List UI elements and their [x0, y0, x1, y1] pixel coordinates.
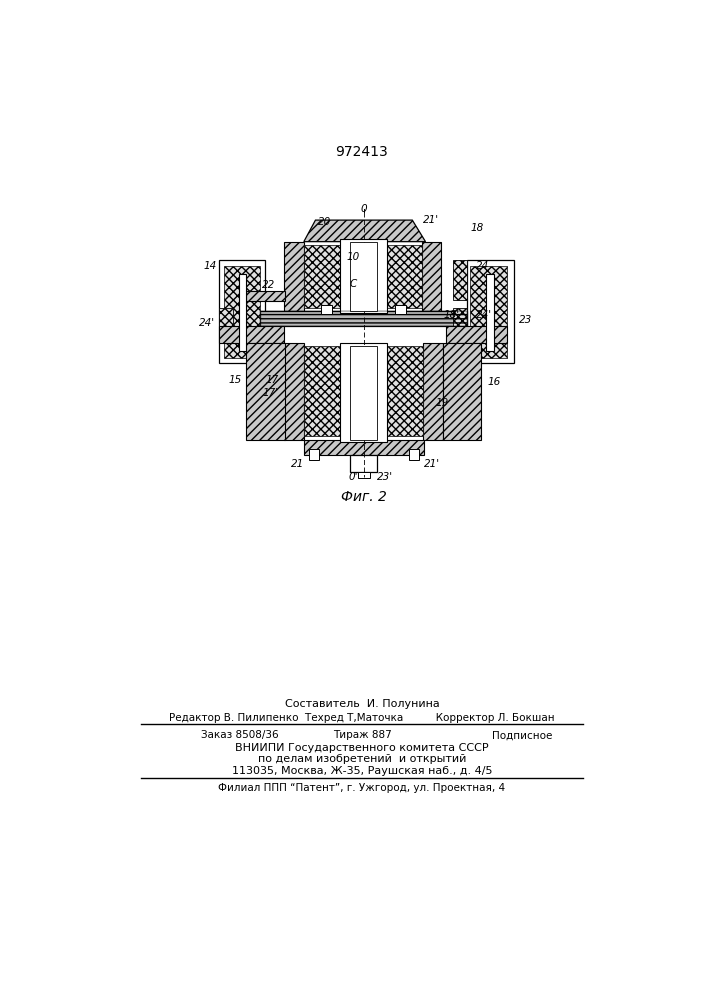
Bar	[340, 239, 387, 312]
Bar	[467, 260, 514, 363]
Bar	[309, 449, 319, 460]
Bar	[247, 343, 285, 440]
Text: 17: 17	[265, 375, 279, 385]
Text: 22: 22	[262, 280, 276, 290]
Text: Тираж 887: Тираж 887	[332, 730, 392, 740]
Text: 21: 21	[291, 459, 304, 469]
Bar	[486, 274, 493, 351]
Bar	[351, 455, 378, 472]
Text: 10: 10	[347, 252, 360, 262]
Bar	[421, 242, 441, 311]
Bar	[351, 346, 378, 440]
Bar	[247, 291, 285, 301]
Bar	[260, 311, 467, 326]
Bar	[351, 242, 378, 311]
Bar	[304, 440, 424, 455]
Text: 19: 19	[436, 398, 449, 408]
Text: 24': 24'	[476, 310, 492, 320]
Bar	[453, 308, 467, 335]
Text: 14: 14	[203, 261, 216, 271]
Text: 0: 0	[360, 204, 367, 214]
Text: 23': 23'	[378, 472, 394, 482]
Text: 24: 24	[476, 261, 489, 271]
Text: 972413: 972413	[336, 145, 388, 159]
Bar	[260, 311, 467, 326]
Bar	[239, 274, 247, 351]
Bar	[366, 346, 423, 436]
Bar	[470, 266, 507, 358]
Bar	[445, 326, 507, 343]
Bar	[304, 346, 362, 436]
Text: 17': 17'	[262, 388, 279, 398]
Text: 0': 0'	[349, 472, 358, 482]
Text: 16: 16	[488, 377, 501, 387]
Text: 20: 20	[318, 217, 332, 227]
Text: Составитель  И. Полунина: Составитель И. Полунина	[285, 699, 439, 709]
Text: 21': 21'	[423, 215, 439, 225]
Text: 113035, Москва, Ж-35, Раушская наб., д. 4/5: 113035, Москва, Ж-35, Раушская наб., д. …	[232, 766, 492, 776]
Text: 23: 23	[518, 315, 532, 325]
Text: 15: 15	[228, 375, 242, 385]
Text: 18': 18'	[443, 310, 460, 320]
Bar	[409, 449, 419, 460]
Bar	[423, 343, 443, 440]
Text: Подписное: Подписное	[492, 730, 553, 740]
Bar	[453, 260, 467, 300]
Bar	[443, 343, 481, 440]
Bar	[218, 260, 265, 363]
Text: ВНИИПИ Государственного комитета СССР: ВНИИПИ Государственного комитета СССР	[235, 743, 489, 753]
Text: 24': 24'	[199, 318, 215, 328]
Bar	[340, 343, 387, 442]
Bar	[366, 245, 421, 308]
Bar	[218, 308, 233, 335]
Bar	[304, 245, 362, 308]
Bar	[218, 326, 284, 343]
Bar	[284, 242, 304, 311]
Bar	[395, 305, 406, 314]
Bar	[358, 472, 370, 478]
Text: по делам изобретений  и открытий: по делам изобретений и открытий	[258, 754, 466, 764]
Bar	[321, 305, 332, 314]
Text: Фиг. 2: Фиг. 2	[341, 490, 387, 504]
Polygon shape	[304, 220, 426, 242]
Text: Редактор В. Пилипенко  Техред Т,Маточка          Корректор Л. Бокшан: Редактор В. Пилипенко Техред Т,Маточка К…	[169, 713, 555, 723]
Text: 21': 21'	[424, 459, 440, 469]
Text: Филиал ППП “Патент”, г. Ужгород, ул. Проектная, 4: Филиал ППП “Патент”, г. Ужгород, ул. Про…	[218, 783, 506, 793]
Text: 18: 18	[470, 223, 484, 233]
Bar	[284, 343, 304, 440]
Text: Заказ 8508/36: Заказ 8508/36	[201, 730, 279, 740]
Text: C: C	[350, 279, 357, 289]
Bar	[224, 266, 260, 358]
